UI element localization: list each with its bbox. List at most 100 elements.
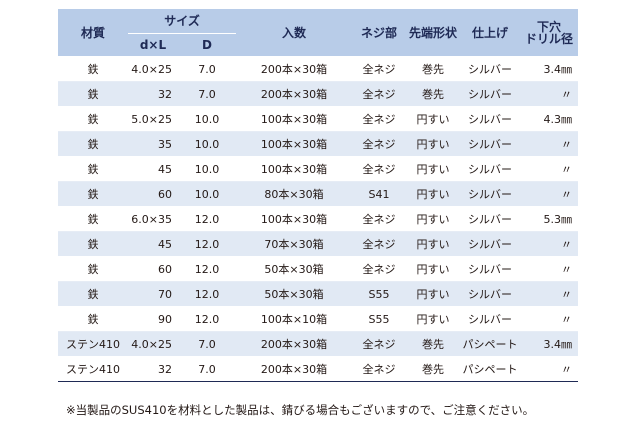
cell-material: 鉄 <box>58 256 128 282</box>
cell-finish: パシペート <box>460 356 521 382</box>
cell-material: 鉄 <box>58 131 128 157</box>
cell-dxl: 60 <box>128 256 178 282</box>
cell-drill: 3.4㎜ <box>520 56 579 82</box>
table-row: 鉄 4.0×25 7.0 200本×30箱 全ネジ 巻先 シルバー 3.4㎜ <box>58 56 579 82</box>
header-drill: 下穴 ドリル径 <box>520 9 579 57</box>
cell-d: 10.0 <box>178 131 237 157</box>
cell-material: 鉄 <box>58 306 128 332</box>
cell-thread: 全ネジ <box>352 156 407 182</box>
table-header: 材質 サイズ 入数 ネジ部 先端形状 仕上げ 下穴 ドリル径 d×L D <box>58 9 579 57</box>
cell-thread: 全ネジ <box>352 231 407 257</box>
cell-quantity: 50本×30箱 <box>236 256 353 282</box>
cell-tip: 円すい <box>406 156 461 182</box>
cell-quantity: 50本×30箱 <box>236 281 353 307</box>
cell-dxl: 60 <box>128 181 178 207</box>
header-drill-line1: 下穴 <box>537 19 562 34</box>
cell-drill: 〃 <box>520 306 579 332</box>
cell-d: 10.0 <box>178 181 237 207</box>
cell-finish: シルバー <box>460 231 521 257</box>
table-row: 鉄 70 12.0 50本×30箱 S55 円すい シルバー〃 <box>58 281 579 307</box>
header-finish: 仕上げ <box>460 9 521 57</box>
cell-tip: 円すい <box>406 131 461 157</box>
cell-d: 10.0 <box>178 156 237 182</box>
cell-material: 鉄 <box>58 231 128 257</box>
table-row: 鉄 60 10.0 80本×30箱 S41 円すい シルバー〃 <box>58 181 579 207</box>
cell-tip: 巻先 <box>406 56 461 82</box>
header-thread: ネジ部 <box>352 9 407 57</box>
cell-material: ステン410 <box>58 331 128 357</box>
cell-thread: 全ネジ <box>352 106 407 132</box>
table-row: 鉄 6.0×35 12.0 100本×30箱 全ネジ 円すい シルバー 5.3㎜ <box>58 206 579 232</box>
cell-quantity: 200本×30箱 <box>236 81 353 107</box>
cell-thread: 全ネジ <box>352 131 407 157</box>
cell-dxl: 6.0×35 <box>128 206 178 232</box>
cell-dxl: 5.0×25 <box>128 106 178 132</box>
cell-dxl: 32 <box>128 356 178 382</box>
header-d: D <box>178 33 237 57</box>
cell-quantity: 100本×30箱 <box>236 106 353 132</box>
cell-drill: 4.3㎜ <box>520 106 579 132</box>
table-row: ステン410 32 7.0 200本×30箱 全ネジ 巻先 パシペート〃 <box>58 356 579 382</box>
table-row: 鉄 90 12.0 100本×10箱 S55 円すい シルバー〃 <box>58 306 579 332</box>
cell-tip: 円すい <box>406 306 461 332</box>
cell-finish: シルバー <box>460 206 521 232</box>
cell-d: 12.0 <box>178 231 237 257</box>
cell-thread: S55 <box>352 281 407 307</box>
cell-d: 7.0 <box>178 56 237 82</box>
cell-material: 鉄 <box>58 206 128 232</box>
table-row: 鉄 5.0×25 10.0 100本×30箱 全ネジ 円すい シルバー 4.3㎜ <box>58 106 579 132</box>
cell-material: ステン410 <box>58 356 128 382</box>
cell-tip: 円すい <box>406 256 461 282</box>
cell-tip: 円すい <box>406 181 461 207</box>
cell-d: 7.0 <box>178 81 237 107</box>
cell-quantity: 200本×30箱 <box>236 356 353 382</box>
cell-material: 鉄 <box>58 81 128 107</box>
cell-dxl: 35 <box>128 131 178 157</box>
cell-quantity: 80本×30箱 <box>236 181 353 207</box>
cell-finish: パシペート <box>460 331 521 357</box>
cell-finish: シルバー <box>460 131 521 157</box>
cell-quantity: 200本×30箱 <box>236 331 353 357</box>
footnote: ※当製品のSUS410を材料とした製品は、錆びる場合もございますので、ご注意くだ… <box>66 403 535 417</box>
cell-drill: 〃 <box>520 156 579 182</box>
cell-finish: シルバー <box>460 256 521 282</box>
cell-tip: 巻先 <box>406 81 461 107</box>
table-row: 鉄 35 10.0 100本×30箱 全ネジ 円すい シルバー〃 <box>58 131 579 157</box>
cell-d: 10.0 <box>178 106 237 132</box>
cell-finish: シルバー <box>460 306 521 332</box>
cell-d: 12.0 <box>178 256 237 282</box>
cell-d: 7.0 <box>178 331 237 357</box>
cell-tip: 円すい <box>406 231 461 257</box>
cell-drill: 〃 <box>520 356 579 382</box>
cell-d: 12.0 <box>178 306 237 332</box>
cell-finish: シルバー <box>460 181 521 207</box>
cell-drill: 〃 <box>520 281 579 307</box>
header-material: 材質 <box>58 9 128 57</box>
cell-tip: 巻先 <box>406 331 461 357</box>
cell-drill: 〃 <box>520 231 579 257</box>
cell-finish: シルバー <box>460 56 521 82</box>
cell-tip: 円すい <box>406 206 461 232</box>
cell-dxl: 90 <box>128 306 178 332</box>
cell-material: 鉄 <box>58 281 128 307</box>
cell-tip: 円すい <box>406 281 461 307</box>
cell-finish: シルバー <box>460 156 521 182</box>
spec-table: 材質 サイズ 入数 ネジ部 先端形状 仕上げ 下穴 ドリル径 d×L D 鉄 4.… <box>58 9 579 382</box>
cell-dxl: 32 <box>128 81 178 107</box>
cell-quantity: 100本×30箱 <box>236 206 353 232</box>
table-row: 鉄 45 10.0 100本×30箱 全ネジ 円すい シルバー〃 <box>58 156 579 182</box>
header-dxl: d×L <box>128 33 178 57</box>
table-row: ステン410 4.0×25 7.0 200本×30箱 全ネジ 巻先 パシペート 3.4㎜ <box>58 331 579 357</box>
cell-finish: シルバー <box>460 281 521 307</box>
cell-thread: 全ネジ <box>352 356 407 382</box>
cell-drill: 5.3㎜ <box>520 206 579 232</box>
cell-dxl: 4.0×25 <box>128 56 178 82</box>
cell-thread: 全ネジ <box>352 331 407 357</box>
cell-dxl: 45 <box>128 231 178 257</box>
cell-dxl: 45 <box>128 156 178 182</box>
cell-quantity: 100本×10箱 <box>236 306 353 332</box>
cell-drill: 〃 <box>520 256 579 282</box>
cell-thread: S41 <box>352 181 407 207</box>
cell-finish: シルバー <box>460 81 521 107</box>
